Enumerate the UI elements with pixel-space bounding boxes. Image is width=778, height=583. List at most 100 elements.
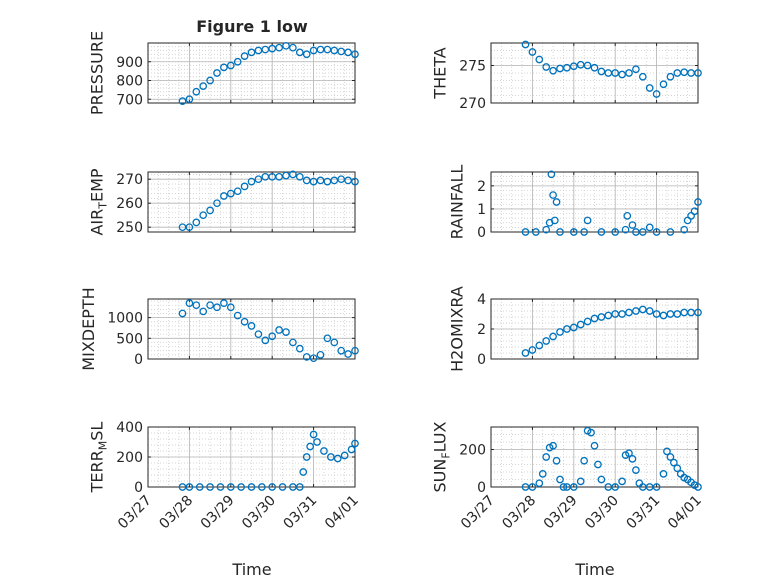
data-markers xyxy=(178,41,359,105)
y-tick-label: 900 xyxy=(116,55,143,71)
subplot-theta: 270 275 THETA xyxy=(431,40,702,112)
data-point xyxy=(621,225,630,234)
data-point xyxy=(302,50,311,59)
x-tick-label: 04/01 xyxy=(322,493,362,533)
data-point xyxy=(542,63,551,71)
data-point xyxy=(323,45,332,54)
data-point xyxy=(220,299,228,307)
y-tick-label: 400 xyxy=(116,420,143,436)
data-point xyxy=(278,483,287,491)
data-point xyxy=(611,69,620,77)
y-tick-label: 800 xyxy=(116,74,143,90)
subplot-air-temp: 250 260 270 AIRTEMP xyxy=(88,168,359,236)
data-point xyxy=(666,72,675,81)
data-point xyxy=(206,483,214,491)
y-tick-label: 200 xyxy=(116,450,143,466)
data-point xyxy=(309,430,318,439)
data-point xyxy=(282,171,290,180)
data-point xyxy=(547,170,556,179)
data-point xyxy=(213,303,221,312)
data-point xyxy=(237,483,245,491)
data-point xyxy=(673,310,682,318)
data-markers xyxy=(521,305,702,357)
data-point xyxy=(659,80,668,89)
data-point xyxy=(628,221,637,229)
data-point xyxy=(240,317,249,326)
data-point xyxy=(556,228,564,236)
y-tick-label: 1 xyxy=(477,202,486,218)
data-point xyxy=(680,308,689,317)
axes-frame xyxy=(147,42,356,104)
major-grid xyxy=(147,172,356,232)
data-point xyxy=(666,228,675,236)
x-tick-label: 03/30 xyxy=(582,493,622,533)
data-point xyxy=(542,337,551,345)
data-point xyxy=(535,341,544,350)
data-point xyxy=(638,72,647,81)
x-tick-label: 03/28 xyxy=(156,493,196,533)
x-tick-label: 03/29 xyxy=(541,493,581,533)
data-point xyxy=(316,176,325,185)
data-point xyxy=(587,428,595,437)
data-point xyxy=(206,76,214,85)
subplot-pressure: 700 800 900 PRESSURE xyxy=(88,31,359,115)
data-point xyxy=(275,43,283,52)
data-point xyxy=(185,95,194,104)
data-point xyxy=(337,175,346,184)
data-point xyxy=(320,447,328,455)
data-point xyxy=(282,328,290,336)
data-point xyxy=(632,466,640,474)
y-tick-label: 0 xyxy=(134,480,143,496)
data-point xyxy=(192,87,201,96)
data-point xyxy=(652,310,661,318)
data-point xyxy=(563,325,571,333)
y-tick-label: 275 xyxy=(459,59,486,75)
data-markers xyxy=(178,170,359,232)
x-tick-label: 03/31 xyxy=(624,493,664,533)
data-point xyxy=(330,338,339,347)
data-point xyxy=(680,225,689,234)
data-point xyxy=(549,66,557,75)
data-point xyxy=(625,69,633,77)
data-markers xyxy=(521,170,702,236)
data-point xyxy=(295,344,304,353)
data-point xyxy=(559,483,568,491)
axes-frame xyxy=(490,42,699,104)
data-point xyxy=(673,464,682,473)
data-point xyxy=(625,449,633,458)
y-axis-label: TERRMSL xyxy=(88,422,110,494)
data-point xyxy=(576,320,585,329)
y-tick-label: 270 xyxy=(459,96,486,112)
data-point xyxy=(659,470,668,478)
data-point xyxy=(333,454,342,463)
data-point xyxy=(344,350,352,358)
data-point xyxy=(282,41,290,50)
data-point xyxy=(268,483,277,491)
data-point xyxy=(576,60,585,69)
data-point xyxy=(178,309,187,318)
data-point xyxy=(535,55,544,64)
data-point xyxy=(680,68,689,77)
data-point xyxy=(597,475,606,484)
data-point xyxy=(206,301,214,310)
data-point xyxy=(521,228,530,236)
data-point xyxy=(611,228,620,236)
data-point xyxy=(669,458,678,467)
data-point xyxy=(351,177,359,186)
data-point xyxy=(213,199,221,208)
data-point xyxy=(206,206,214,215)
data-point xyxy=(351,346,359,355)
data-point xyxy=(535,479,544,488)
data-point xyxy=(552,456,561,465)
data-point xyxy=(316,351,325,359)
y-axis-label: AIRTEMP xyxy=(88,168,110,235)
data-point xyxy=(597,67,606,76)
data-point xyxy=(652,228,661,236)
data-point xyxy=(195,483,204,491)
data-point xyxy=(580,228,589,236)
y-axis-label: MIXDEPTH xyxy=(79,287,98,370)
y-axis-label: THETA xyxy=(431,47,450,99)
data-point xyxy=(295,483,304,491)
data-point xyxy=(295,172,304,181)
